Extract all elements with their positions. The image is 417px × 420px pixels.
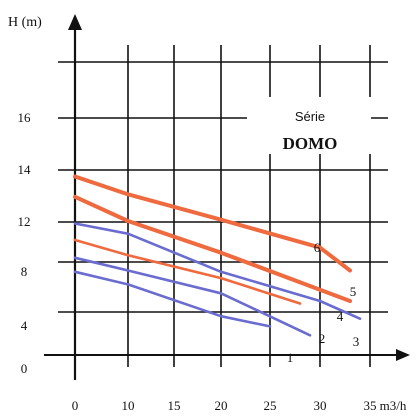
legend-box: Série DOMO	[247, 97, 371, 154]
y-tick-8: 8	[21, 264, 28, 279]
legend-series-label: Série	[295, 109, 325, 124]
x-tick-25: 25	[264, 398, 277, 413]
curve-layer	[73, 174, 362, 337]
curve-label-3: 3	[353, 334, 360, 349]
x-axis-arrow	[396, 349, 410, 361]
curve-label-5: 5	[350, 284, 357, 299]
curve-2	[73, 256, 312, 337]
y-axis-title: H (m)	[8, 15, 42, 30]
y-axis-arrow	[68, 14, 82, 30]
x-tick-0: 0	[72, 398, 79, 413]
x-axis-title: m3/h	[380, 398, 407, 413]
curve-3	[73, 222, 362, 320]
y-tick-4: 4	[21, 318, 28, 333]
curve-5	[73, 194, 352, 303]
curve-6	[73, 174, 352, 273]
curve-label-2: 2	[319, 331, 326, 346]
curve-4	[73, 238, 302, 305]
label-layer: 1 2 345 6	[287, 240, 360, 365]
x-tick-35: 35	[364, 398, 377, 413]
curve-label-6: 6	[314, 240, 321, 255]
curve-label-1: 1	[287, 350, 294, 365]
x-tick-15: 15	[168, 398, 181, 413]
y-tick-12: 12	[18, 214, 31, 229]
legend-box-background	[247, 97, 371, 154]
y-tick-16: 16	[18, 110, 32, 125]
curve-label-4: 4	[337, 309, 344, 324]
x-tick-20: 20	[215, 398, 228, 413]
legend-title-domo: DOMO	[283, 134, 338, 153]
x-tick-10: 10	[122, 398, 135, 413]
x-tick-30: 30	[314, 398, 327, 413]
y-tick-0: 0	[21, 361, 28, 376]
y-tick-14: 14	[18, 162, 32, 177]
curve-1	[73, 270, 272, 328]
